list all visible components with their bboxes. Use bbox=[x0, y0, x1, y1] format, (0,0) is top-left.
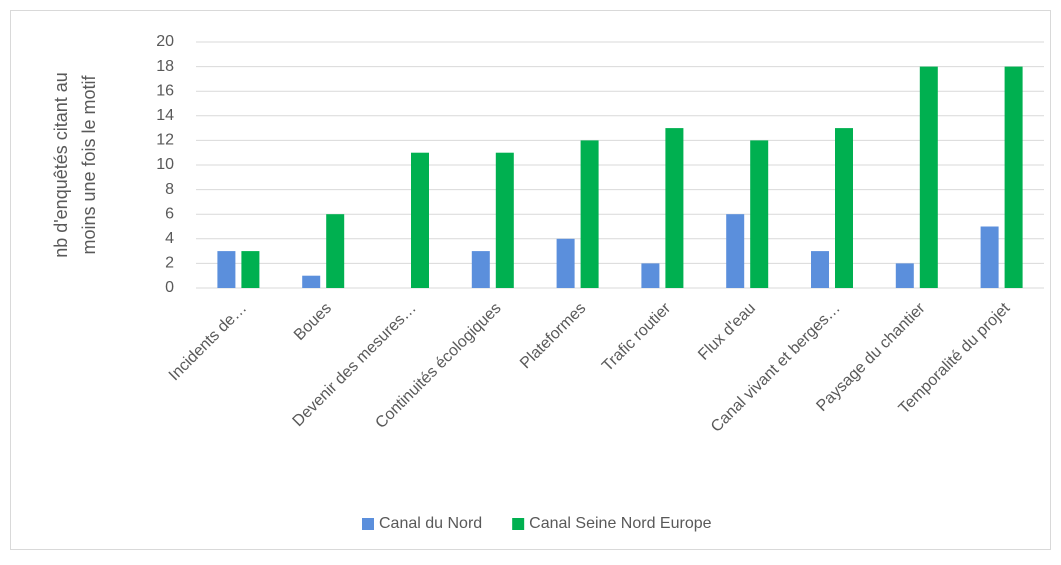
legend-swatch bbox=[512, 518, 525, 530]
bar bbox=[665, 128, 684, 288]
bar bbox=[471, 251, 490, 288]
bar bbox=[326, 214, 345, 288]
y-tick-label: 20 bbox=[156, 33, 174, 50]
bar bbox=[895, 263, 914, 288]
y-tick-label: 10 bbox=[156, 156, 174, 173]
y-tick-label: 6 bbox=[165, 205, 174, 222]
y-axis-label: nb d'enquêtés citant au bbox=[51, 72, 71, 258]
bar bbox=[495, 152, 514, 288]
bar bbox=[580, 140, 599, 288]
legend-swatch bbox=[362, 518, 374, 530]
chart-border bbox=[10, 10, 1051, 550]
y-tick-label: 14 bbox=[156, 107, 174, 124]
bar bbox=[919, 66, 938, 288]
y-tick-label: 8 bbox=[165, 181, 174, 198]
bar bbox=[241, 251, 260, 288]
y-tick-label: 18 bbox=[156, 58, 174, 75]
y-tick-label: 2 bbox=[165, 255, 174, 272]
bar bbox=[1004, 66, 1023, 288]
bar bbox=[556, 238, 575, 288]
y-tick-label: 12 bbox=[156, 132, 174, 149]
y-tick-label: 16 bbox=[156, 82, 174, 99]
bar bbox=[811, 251, 829, 288]
legend-label: Canal du Nord bbox=[379, 515, 482, 532]
y-tick-label: 0 bbox=[165, 279, 174, 296]
legend-label: Canal Seine Nord Europe bbox=[529, 515, 711, 532]
y-axis-label: moins une fois le motif bbox=[79, 74, 99, 254]
y-tick-label: 4 bbox=[165, 230, 174, 247]
bar bbox=[217, 251, 236, 288]
bar bbox=[641, 263, 660, 288]
bar bbox=[980, 226, 999, 288]
bar bbox=[750, 140, 769, 288]
bar bbox=[726, 214, 745, 288]
bar bbox=[302, 275, 321, 288]
bar bbox=[835, 128, 853, 288]
bar bbox=[411, 152, 429, 288]
